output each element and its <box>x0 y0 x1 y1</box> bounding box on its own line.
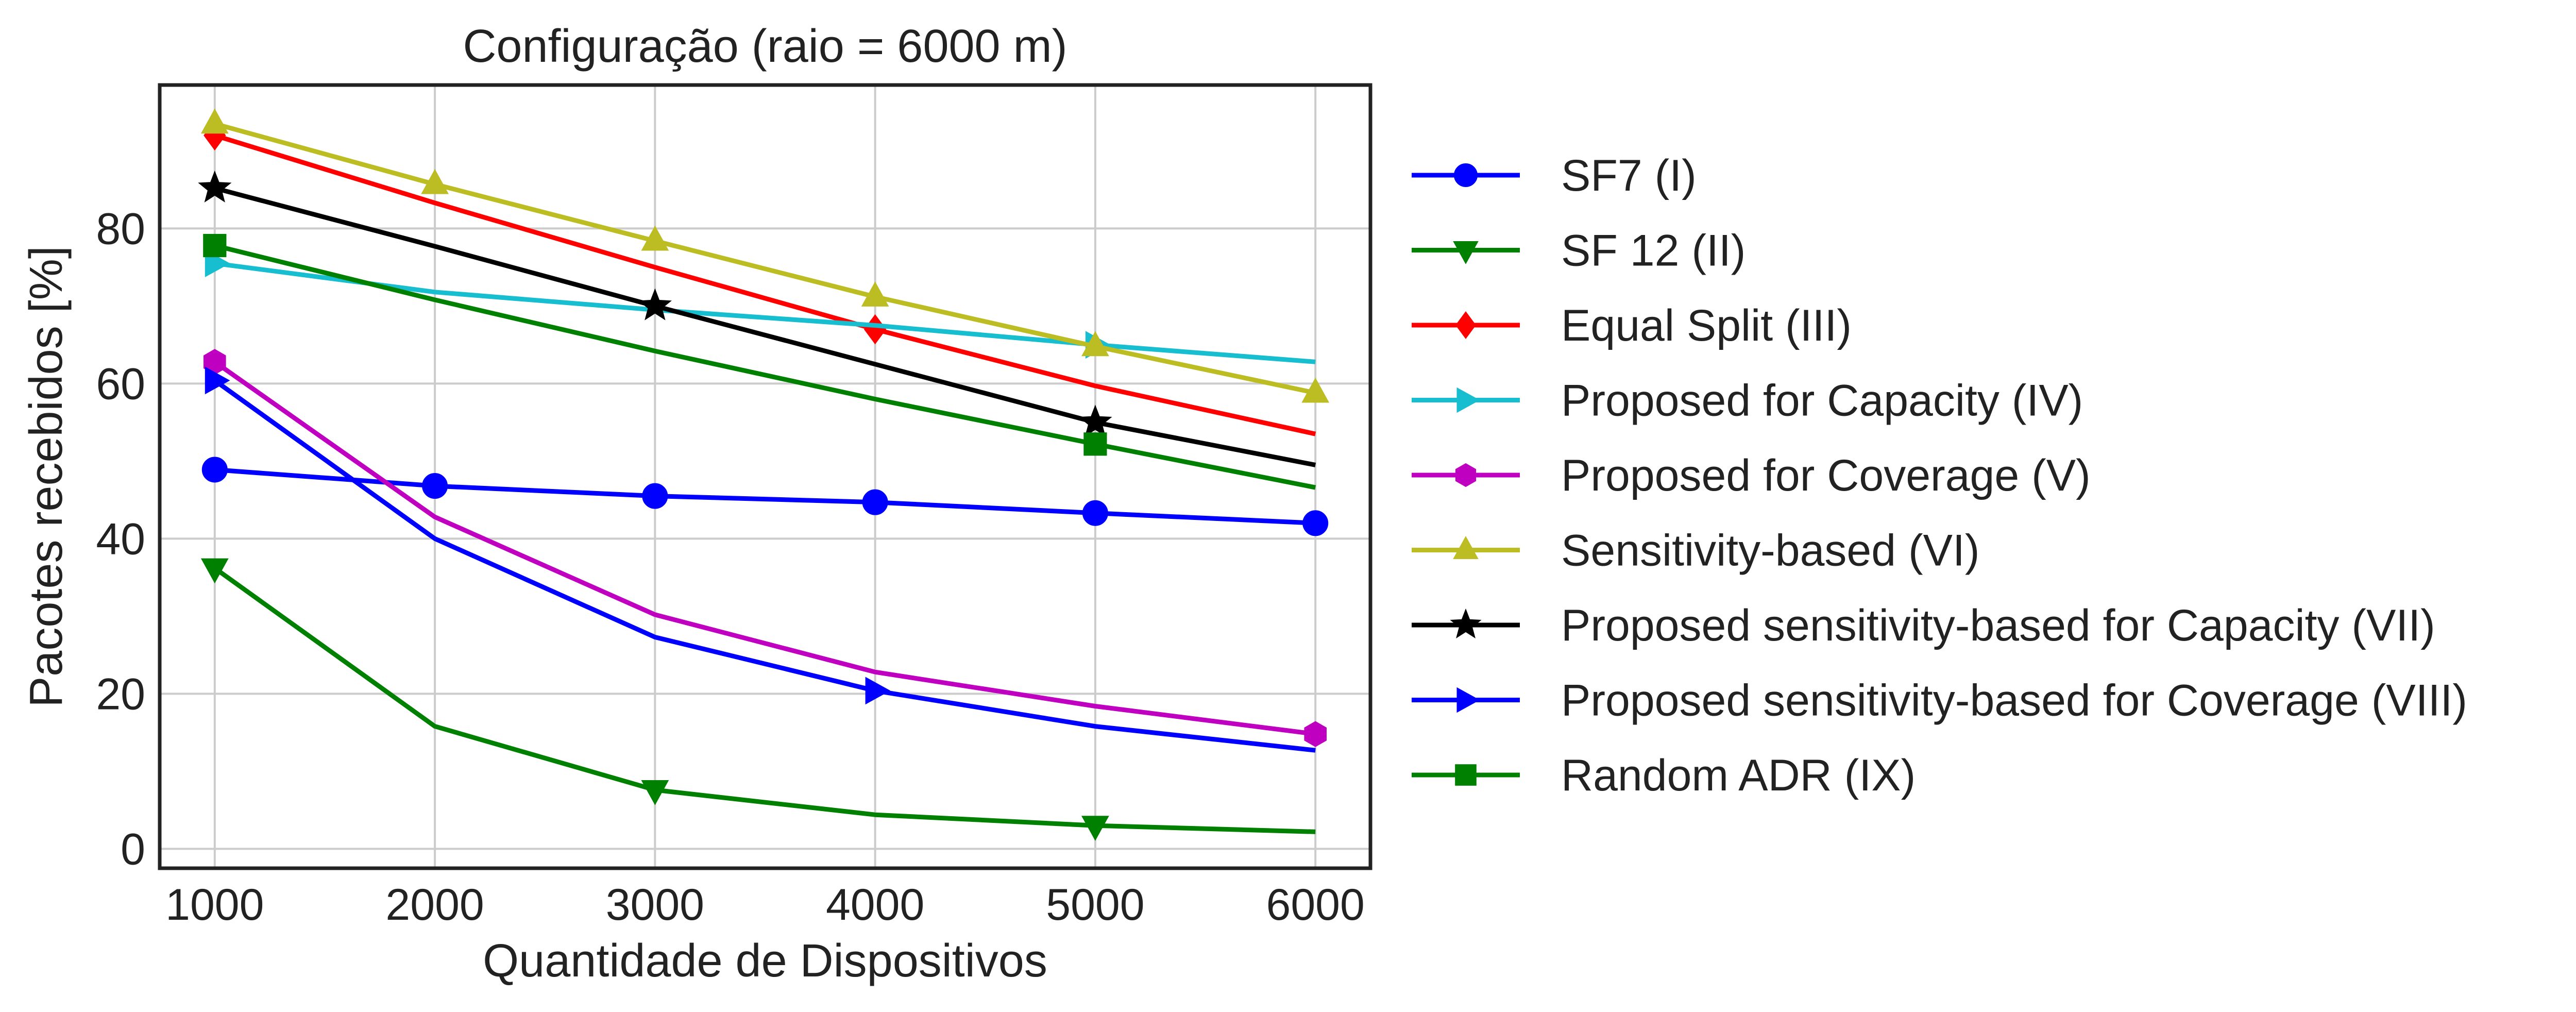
data-point-triangle-up <box>1301 377 1330 403</box>
series-line <box>214 261 1316 364</box>
data-point-square <box>1083 432 1107 456</box>
series-line <box>213 360 1316 737</box>
data-point-triangle-right <box>205 366 230 395</box>
legend-label: Equal Split (III) <box>1561 301 1852 350</box>
data-point-triangle-up <box>1081 331 1109 357</box>
series-line <box>213 378 1316 753</box>
series-layer <box>198 108 1330 841</box>
series-group <box>205 366 1316 753</box>
y-tick-label: 80 <box>96 204 145 254</box>
y-tick-label: 0 <box>121 824 145 874</box>
y-tick-label: 60 <box>96 359 145 409</box>
data-point-triangle-down <box>641 780 669 805</box>
data-point-circle <box>422 473 448 499</box>
legend: SF7 (I) SF 12 (II) Equal Split (III) Propos… <box>1412 151 2467 800</box>
series-group <box>198 170 1316 467</box>
series-group <box>203 233 1316 490</box>
series-line <box>214 185 1316 467</box>
plot-frame <box>158 83 1372 870</box>
data-point-triangle-up <box>421 168 449 194</box>
data-point-triangle-up <box>1453 536 1479 559</box>
series-group <box>200 558 1316 841</box>
x-tick-label: 4000 <box>826 880 924 930</box>
data-point-triangle-right <box>1456 687 1480 713</box>
series-line <box>214 133 1316 436</box>
data-point-triangle-down <box>200 558 229 584</box>
data-point-square <box>1455 764 1477 786</box>
legend-item: SF7 (I) <box>1412 151 1697 200</box>
data-point-hexagon <box>1455 463 1477 487</box>
legend-label: SF 12 (II) <box>1561 226 1745 276</box>
x-tick-label: 5000 <box>1046 880 1144 930</box>
series-line <box>214 467 1316 526</box>
data-point-hexagon <box>1304 721 1327 747</box>
y-tick-label: 40 <box>96 514 145 564</box>
legend-label: Random ADR (IX) <box>1561 751 1916 800</box>
series-line <box>213 566 1316 834</box>
y-axis-ticks: 0 20 40 60 80 <box>96 204 145 874</box>
legend-item: Proposed sensitivity-based for Coverage … <box>1412 676 2467 726</box>
x-tick-label: 6000 <box>1266 880 1365 930</box>
data-point-star <box>1078 404 1112 437</box>
series-group <box>200 108 1330 403</box>
x-tick-label: 2000 <box>385 880 484 930</box>
data-point-star <box>638 288 672 321</box>
legend-item: Proposed for Capacity (IV) <box>1412 376 2083 426</box>
series-line <box>214 121 1316 395</box>
data-point-circle <box>1454 163 1478 187</box>
data-point-triangle-up <box>861 281 889 307</box>
data-point-circle <box>201 457 228 483</box>
data-point-triangle-down <box>1453 241 1479 264</box>
legend-item: Equal Split (III) <box>1412 301 1852 350</box>
series-line <box>214 243 1316 490</box>
legend-label: Proposed for Capacity (IV) <box>1561 376 2083 426</box>
x-axis-ticks: 1000 2000 3000 4000 5000 6000 <box>165 880 1365 930</box>
legend-item: Proposed sensitivity-based for Capacity … <box>1412 601 2435 650</box>
data-point-diamond <box>863 314 887 345</box>
data-point-circle <box>642 483 668 509</box>
legend-item: Sensitivity-based (VI) <box>1412 526 1980 576</box>
y-tick-label: 20 <box>96 669 145 719</box>
y-axis-label: Pacotes recebidos [%] <box>21 246 72 707</box>
chart-title: Configuração (raio = 6000 m) <box>463 21 1067 72</box>
data-point-triangle-up <box>641 225 669 251</box>
data-point-circle <box>1302 510 1329 536</box>
data-point-square <box>203 233 227 258</box>
legend-item: SF 12 (II) <box>1412 226 1745 276</box>
legend-item: Random ADR (IX) <box>1412 751 1916 800</box>
series-group <box>204 349 1327 747</box>
data-point-star <box>1450 608 1482 639</box>
legend-label: Proposed for Coverage (V) <box>1561 451 2091 500</box>
data-point-star <box>198 170 232 203</box>
legend-label: Proposed sensitivity-based for Capacity … <box>1561 601 2435 650</box>
data-point-diamond <box>1455 311 1476 339</box>
data-point-triangle-up <box>200 108 229 134</box>
legend-label: Proposed sensitivity-based for Coverage … <box>1561 676 2467 726</box>
data-point-circle <box>1082 500 1108 526</box>
x-tick-label: 3000 <box>606 880 704 930</box>
data-point-triangle-right <box>1456 387 1480 413</box>
data-point-triangle-right <box>865 677 891 705</box>
x-axis-label: Quantidade de Dispositivos <box>483 935 1047 987</box>
series-group <box>201 457 1329 536</box>
x-tick-label: 1000 <box>165 880 264 930</box>
grid <box>160 85 1370 868</box>
legend-label: SF7 (I) <box>1561 151 1697 200</box>
data-point-triangle-down <box>1081 816 1109 841</box>
data-point-circle <box>862 489 888 515</box>
legend-item: Proposed for Coverage (V) <box>1412 451 2091 500</box>
legend-label: Sensitivity-based (VI) <box>1561 526 1980 576</box>
